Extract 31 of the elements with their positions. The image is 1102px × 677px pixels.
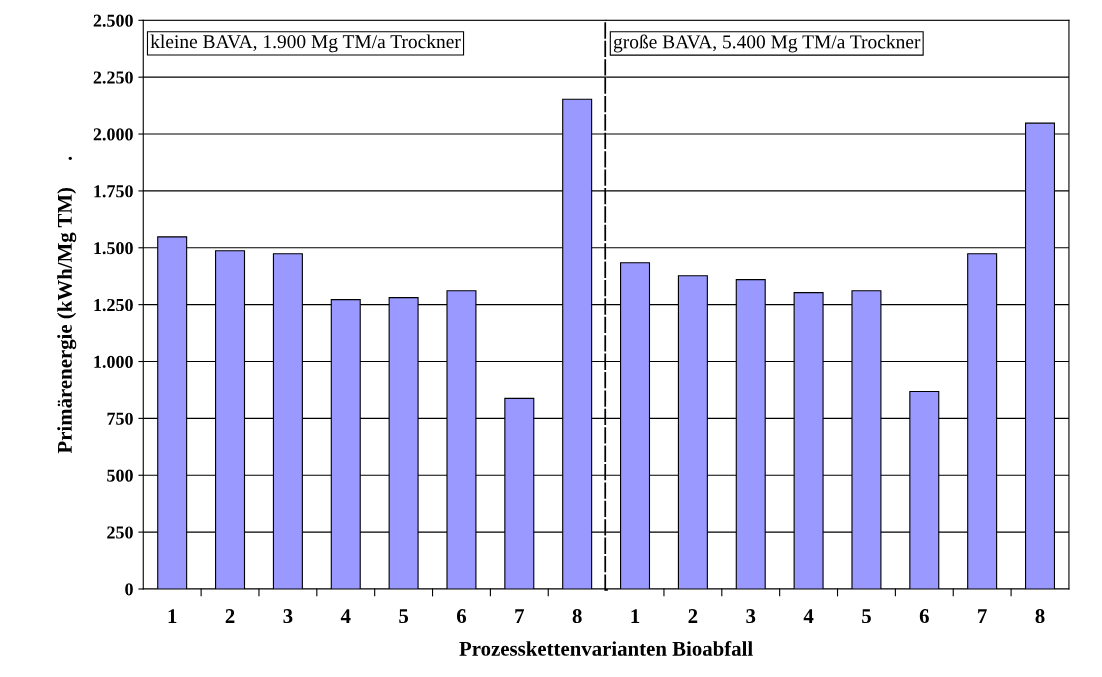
x-tick-label: 3 <box>746 609 756 624</box>
x-tick-label: 2 <box>688 609 698 623</box>
x-tick-label: 7 <box>978 609 987 623</box>
y-tick-label: 1.500 <box>94 242 133 255</box>
y-axis-title: Primärenergie (kWh/Mg TM) . <box>57 156 77 454</box>
x-tick-label: 6 <box>456 609 467 624</box>
y-tick-label: 750 <box>107 412 133 425</box>
y-tick-label: 1.000 <box>94 355 133 369</box>
x-tick-label: 5 <box>399 609 409 624</box>
x-tick-label: 7 <box>515 609 525 623</box>
x-tick-label: 4 <box>340 609 351 623</box>
annotation: kleine BAVA, 1.900 Mg TM/a Trockner <box>150 34 461 53</box>
y-tick-label: 1.750 <box>94 185 133 198</box>
y-tick-label: 500 <box>107 469 133 482</box>
y-tick-label: 0 <box>125 583 133 596</box>
x-tick-label: 3 <box>283 609 293 624</box>
y-tick-label: 2.500 <box>93 14 133 27</box>
x-tick-label: 1 <box>631 609 640 623</box>
annotation: große BAVA, 5.400 Mg TM/a Trockner <box>613 34 921 53</box>
x-tick-label: 2 <box>225 609 235 623</box>
x-tick-label: 4 <box>803 609 814 623</box>
x-tick-label: 1 <box>168 609 177 623</box>
x-tick-label: 6 <box>919 609 929 624</box>
x-tick-label: 5 <box>862 609 871 624</box>
x-tick-label: 8 <box>1035 609 1045 624</box>
y-tick-label: 250 <box>107 526 133 539</box>
x-axis-title: Prozesskettenvarianten Bioabfall <box>459 640 753 656</box>
y-tick-label: 1.250 <box>94 298 133 312</box>
y-tick-label: 2.250 <box>93 71 133 84</box>
x-tick-label: 8 <box>572 609 582 624</box>
y-tick-label: 2.000 <box>93 128 133 141</box>
